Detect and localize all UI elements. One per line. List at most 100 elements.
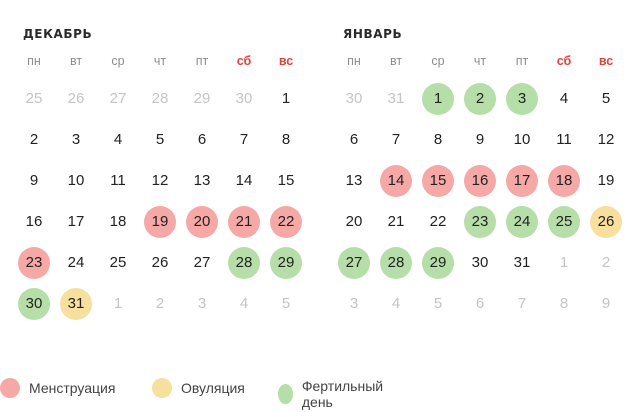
day-other-month[interactable]: 1 <box>113 295 123 312</box>
day[interactable]: 11 <box>110 172 126 189</box>
day[interactable]: 12 <box>597 131 615 148</box>
day-cell: 17 <box>501 160 543 201</box>
day[interactable]: 9 <box>475 131 485 148</box>
day-other-month[interactable]: 6 <box>475 295 485 312</box>
week-row: 2 3 4 5 6 7 8 <box>13 119 307 160</box>
day-other-month[interactable]: 8 <box>559 295 569 312</box>
day-fertile[interactable]: 24 <box>506 205 538 238</box>
day-fertile[interactable]: 2 <box>464 82 496 115</box>
day[interactable]: 1 <box>281 90 291 107</box>
day-cell: 6 <box>181 119 223 160</box>
day[interactable]: 19 <box>597 172 615 189</box>
week-row: 30 31 1 2 3 4 5 <box>13 283 307 324</box>
day[interactable]: 30 <box>471 254 489 271</box>
day-fertile[interactable]: 25 <box>548 205 580 238</box>
day[interactable]: 22 <box>429 213 447 230</box>
day[interactable]: 8 <box>281 131 291 148</box>
day-other-month[interactable]: 3 <box>197 295 207 312</box>
day-menstruation[interactable]: 22 <box>270 205 302 238</box>
day[interactable]: 5 <box>601 90 611 107</box>
day[interactable]: 9 <box>29 172 39 189</box>
day-cell: 13 <box>181 160 223 201</box>
day-fertile[interactable]: 29 <box>422 246 454 279</box>
day-cell: 10 <box>55 160 97 201</box>
day-other-month[interactable]: 3 <box>349 295 359 312</box>
day[interactable]: 8 <box>433 131 443 148</box>
day[interactable]: 31 <box>513 254 531 271</box>
day-other-month[interactable]: 26 <box>67 90 85 107</box>
day-other-month[interactable]: 7 <box>517 295 527 312</box>
day[interactable]: 13 <box>193 172 211 189</box>
day-ovulation[interactable]: 26 <box>590 205 622 238</box>
day[interactable]: 17 <box>67 213 85 230</box>
day[interactable]: 6 <box>349 131 359 148</box>
day[interactable]: 21 <box>387 213 405 230</box>
day[interactable]: 24 <box>67 254 85 271</box>
day[interactable]: 13 <box>345 172 363 189</box>
day[interactable]: 14 <box>235 172 253 189</box>
day-menstruation[interactable]: 16 <box>464 164 496 197</box>
day[interactable]: 4 <box>559 90 569 107</box>
weekday-label: чт <box>153 54 167 68</box>
day-menstruation[interactable]: 19 <box>144 205 176 238</box>
day-menstruation[interactable]: 23 <box>18 246 50 279</box>
day[interactable]: 4 <box>113 131 123 148</box>
day-other-month[interactable]: 4 <box>391 295 401 312</box>
day-fertile[interactable]: 28 <box>228 246 260 279</box>
day-other-month[interactable]: 2 <box>155 295 165 312</box>
day-other-month[interactable]: 25 <box>25 90 43 107</box>
day-other-month[interactable]: 5 <box>433 295 443 312</box>
day-fertile[interactable]: 1 <box>422 82 454 115</box>
day-other-month[interactable]: 9 <box>601 295 611 312</box>
day-cell: 29 <box>265 242 307 283</box>
day-menstruation[interactable]: 15 <box>422 164 454 197</box>
day-other-month[interactable]: 29 <box>193 90 211 107</box>
day-other-month[interactable]: 30 <box>345 90 363 107</box>
day-cell: 16 <box>459 160 501 201</box>
day-other-month[interactable]: 30 <box>235 90 253 107</box>
day[interactable]: 10 <box>513 131 531 148</box>
day-other-month[interactable]: 1 <box>559 254 569 271</box>
day-fertile[interactable]: 23 <box>464 205 496 238</box>
day-cell: 9 <box>585 283 627 324</box>
day[interactable]: 11 <box>556 131 572 148</box>
day-fertile[interactable]: 28 <box>380 246 412 279</box>
day-other-month[interactable]: 5 <box>281 295 291 312</box>
day[interactable]: 25 <box>109 254 127 271</box>
day[interactable]: 15 <box>277 172 295 189</box>
day[interactable]: 16 <box>25 213 43 230</box>
day-menstruation[interactable]: 18 <box>548 164 580 197</box>
week-row: 3 4 5 6 7 8 9 <box>333 283 627 324</box>
day-menstruation[interactable]: 21 <box>228 205 260 238</box>
day-fertile[interactable]: 27 <box>338 246 370 279</box>
day[interactable]: 12 <box>151 172 169 189</box>
day-other-month[interactable]: 31 <box>387 90 405 107</box>
day-menstruation[interactable]: 17 <box>506 164 538 197</box>
day[interactable]: 3 <box>71 131 81 148</box>
day[interactable]: 26 <box>151 254 169 271</box>
day-cell: 13 <box>333 160 375 201</box>
day-other-month[interactable]: 2 <box>601 254 611 271</box>
day-menstruation[interactable]: 20 <box>186 205 218 238</box>
day-menstruation[interactable]: 14 <box>380 164 412 197</box>
day-fertile[interactable]: 30 <box>18 287 50 320</box>
weekday-header: пн вт ср чт пт сб вс <box>13 54 307 78</box>
day-cell: 3 <box>181 283 223 324</box>
day-other-month[interactable]: 4 <box>239 295 249 312</box>
day-fertile[interactable]: 3 <box>506 82 538 115</box>
day-ovulation[interactable]: 31 <box>60 287 92 320</box>
week-row: 13 14 15 16 17 18 19 <box>333 160 627 201</box>
day[interactable]: 18 <box>109 213 127 230</box>
day-other-month[interactable]: 28 <box>151 90 169 107</box>
day[interactable]: 10 <box>67 172 85 189</box>
day[interactable]: 27 <box>193 254 211 271</box>
day[interactable]: 6 <box>197 131 207 148</box>
day-fertile[interactable]: 29 <box>270 246 302 279</box>
day-other-month[interactable]: 27 <box>109 90 127 107</box>
day[interactable]: 7 <box>239 131 249 148</box>
day[interactable]: 7 <box>391 131 401 148</box>
day[interactable]: 5 <box>155 131 165 148</box>
day[interactable]: 2 <box>29 131 39 148</box>
day[interactable]: 20 <box>345 213 363 230</box>
day-cell: 7 <box>501 283 543 324</box>
